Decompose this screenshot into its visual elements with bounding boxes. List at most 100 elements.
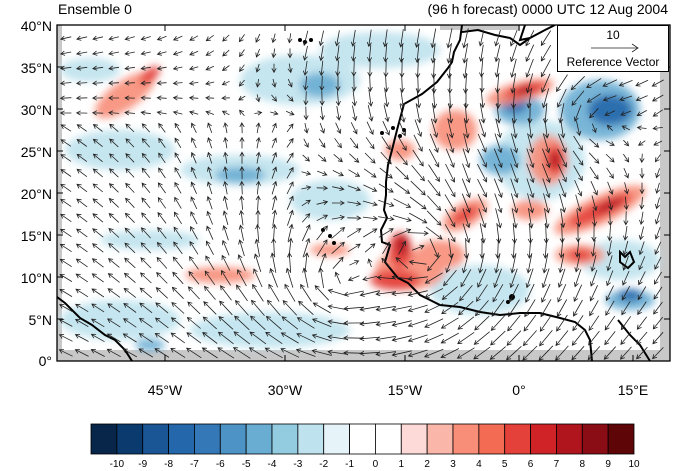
wind-vector — [591, 195, 598, 212]
wind-vector — [575, 224, 581, 243]
wind-vector — [107, 318, 121, 328]
wind-vector — [379, 167, 393, 179]
wind-vector — [591, 224, 597, 242]
wind-vector — [505, 346, 522, 361]
wind-vector — [140, 110, 151, 116]
wind-vector — [456, 347, 475, 359]
colorbar-label: 3 — [450, 459, 456, 470]
wind-vector — [303, 138, 309, 148]
wind-vector — [170, 317, 185, 329]
wind-vector — [446, 57, 453, 79]
wind-vector — [427, 179, 441, 197]
wind-vector — [221, 80, 230, 86]
colorbar-label: -3 — [293, 459, 303, 470]
wind-vector — [523, 314, 537, 332]
wind-vector — [239, 166, 245, 180]
wind-vector — [92, 213, 104, 223]
wind-vector — [222, 34, 230, 42]
wind-vector — [281, 316, 299, 330]
wind-vector — [383, 44, 389, 63]
wind-vector — [408, 259, 427, 265]
colorbar-label: -9 — [138, 459, 148, 470]
wind-vector — [441, 286, 458, 300]
wind-vector — [509, 29, 518, 47]
wind-vector — [287, 48, 293, 59]
reference-arrow-icon — [591, 43, 639, 53]
wind-vector — [76, 198, 88, 208]
wind-vector — [190, 225, 198, 240]
wind-vector — [636, 316, 648, 330]
wind-vector — [607, 181, 614, 195]
wind-vector — [574, 179, 583, 197]
wind-vector — [473, 346, 491, 360]
wind-vector — [462, 148, 471, 169]
wind-vector — [286, 195, 294, 210]
wind-vector — [527, 102, 533, 124]
wind-vector — [316, 225, 328, 241]
lat-label: 0° — [38, 353, 52, 369]
wind-vector — [59, 50, 72, 56]
wind-vector — [76, 153, 88, 162]
wind-vector — [424, 318, 444, 328]
wind-vector — [141, 167, 151, 178]
wind-vector — [140, 257, 152, 269]
wind-vector — [107, 258, 120, 268]
wind-vector — [479, 59, 485, 78]
wind-vector — [431, 72, 437, 94]
wind-vector — [264, 347, 283, 359]
wind-vector — [60, 198, 72, 207]
wind-vector — [620, 110, 632, 116]
wind-vector — [539, 330, 553, 347]
wind-vector — [186, 316, 201, 329]
wind-vector — [59, 110, 72, 116]
wind-vector — [440, 332, 459, 344]
wind-vector — [428, 148, 440, 168]
wind-vector — [606, 270, 614, 287]
wind-vector — [124, 110, 136, 116]
wind-vector — [496, 103, 502, 124]
wind-vector — [191, 137, 197, 149]
wind-vector — [425, 226, 443, 240]
wind-vector — [92, 198, 104, 208]
wind-vector — [58, 349, 73, 357]
wind-vector — [606, 167, 614, 179]
wind-vector — [424, 333, 444, 343]
wind-vector — [423, 348, 444, 358]
wind-vector — [332, 256, 344, 269]
wind-vector — [248, 347, 267, 359]
wind-vector — [59, 35, 72, 41]
wind-vector — [189, 35, 199, 41]
wind-vector — [157, 182, 166, 194]
wind-vector — [91, 303, 105, 313]
wind-vector — [636, 346, 648, 360]
wind-vector — [414, 43, 420, 64]
wind-vector — [622, 240, 629, 256]
wind-vector — [576, 120, 582, 137]
wind-vector — [158, 137, 166, 148]
wind-vector — [441, 301, 459, 315]
wind-vector — [218, 316, 234, 330]
wind-vector — [108, 198, 119, 208]
wind-vector — [391, 350, 412, 357]
wind-vector — [510, 133, 519, 154]
wind-vector — [170, 332, 186, 344]
wind-vector — [108, 227, 120, 238]
wind-vector — [424, 303, 444, 313]
wind-vector — [621, 125, 630, 131]
wind-vector — [429, 238, 439, 258]
wind-vector — [270, 252, 277, 273]
wind-vector — [359, 350, 381, 356]
wind-vector — [573, 165, 583, 182]
wind-vector — [560, 118, 566, 139]
wind-vector — [653, 271, 662, 285]
wind-vector — [636, 125, 647, 131]
wind-vector — [415, 103, 422, 124]
wind-vector — [539, 314, 553, 332]
wind-vector — [542, 148, 551, 169]
wind-vector — [76, 183, 88, 193]
wind-vector — [493, 268, 502, 289]
wind-vector — [238, 34, 245, 43]
wind-vector — [346, 228, 362, 238]
colorbar-label: 6 — [527, 459, 534, 470]
wind-vector — [156, 95, 167, 101]
